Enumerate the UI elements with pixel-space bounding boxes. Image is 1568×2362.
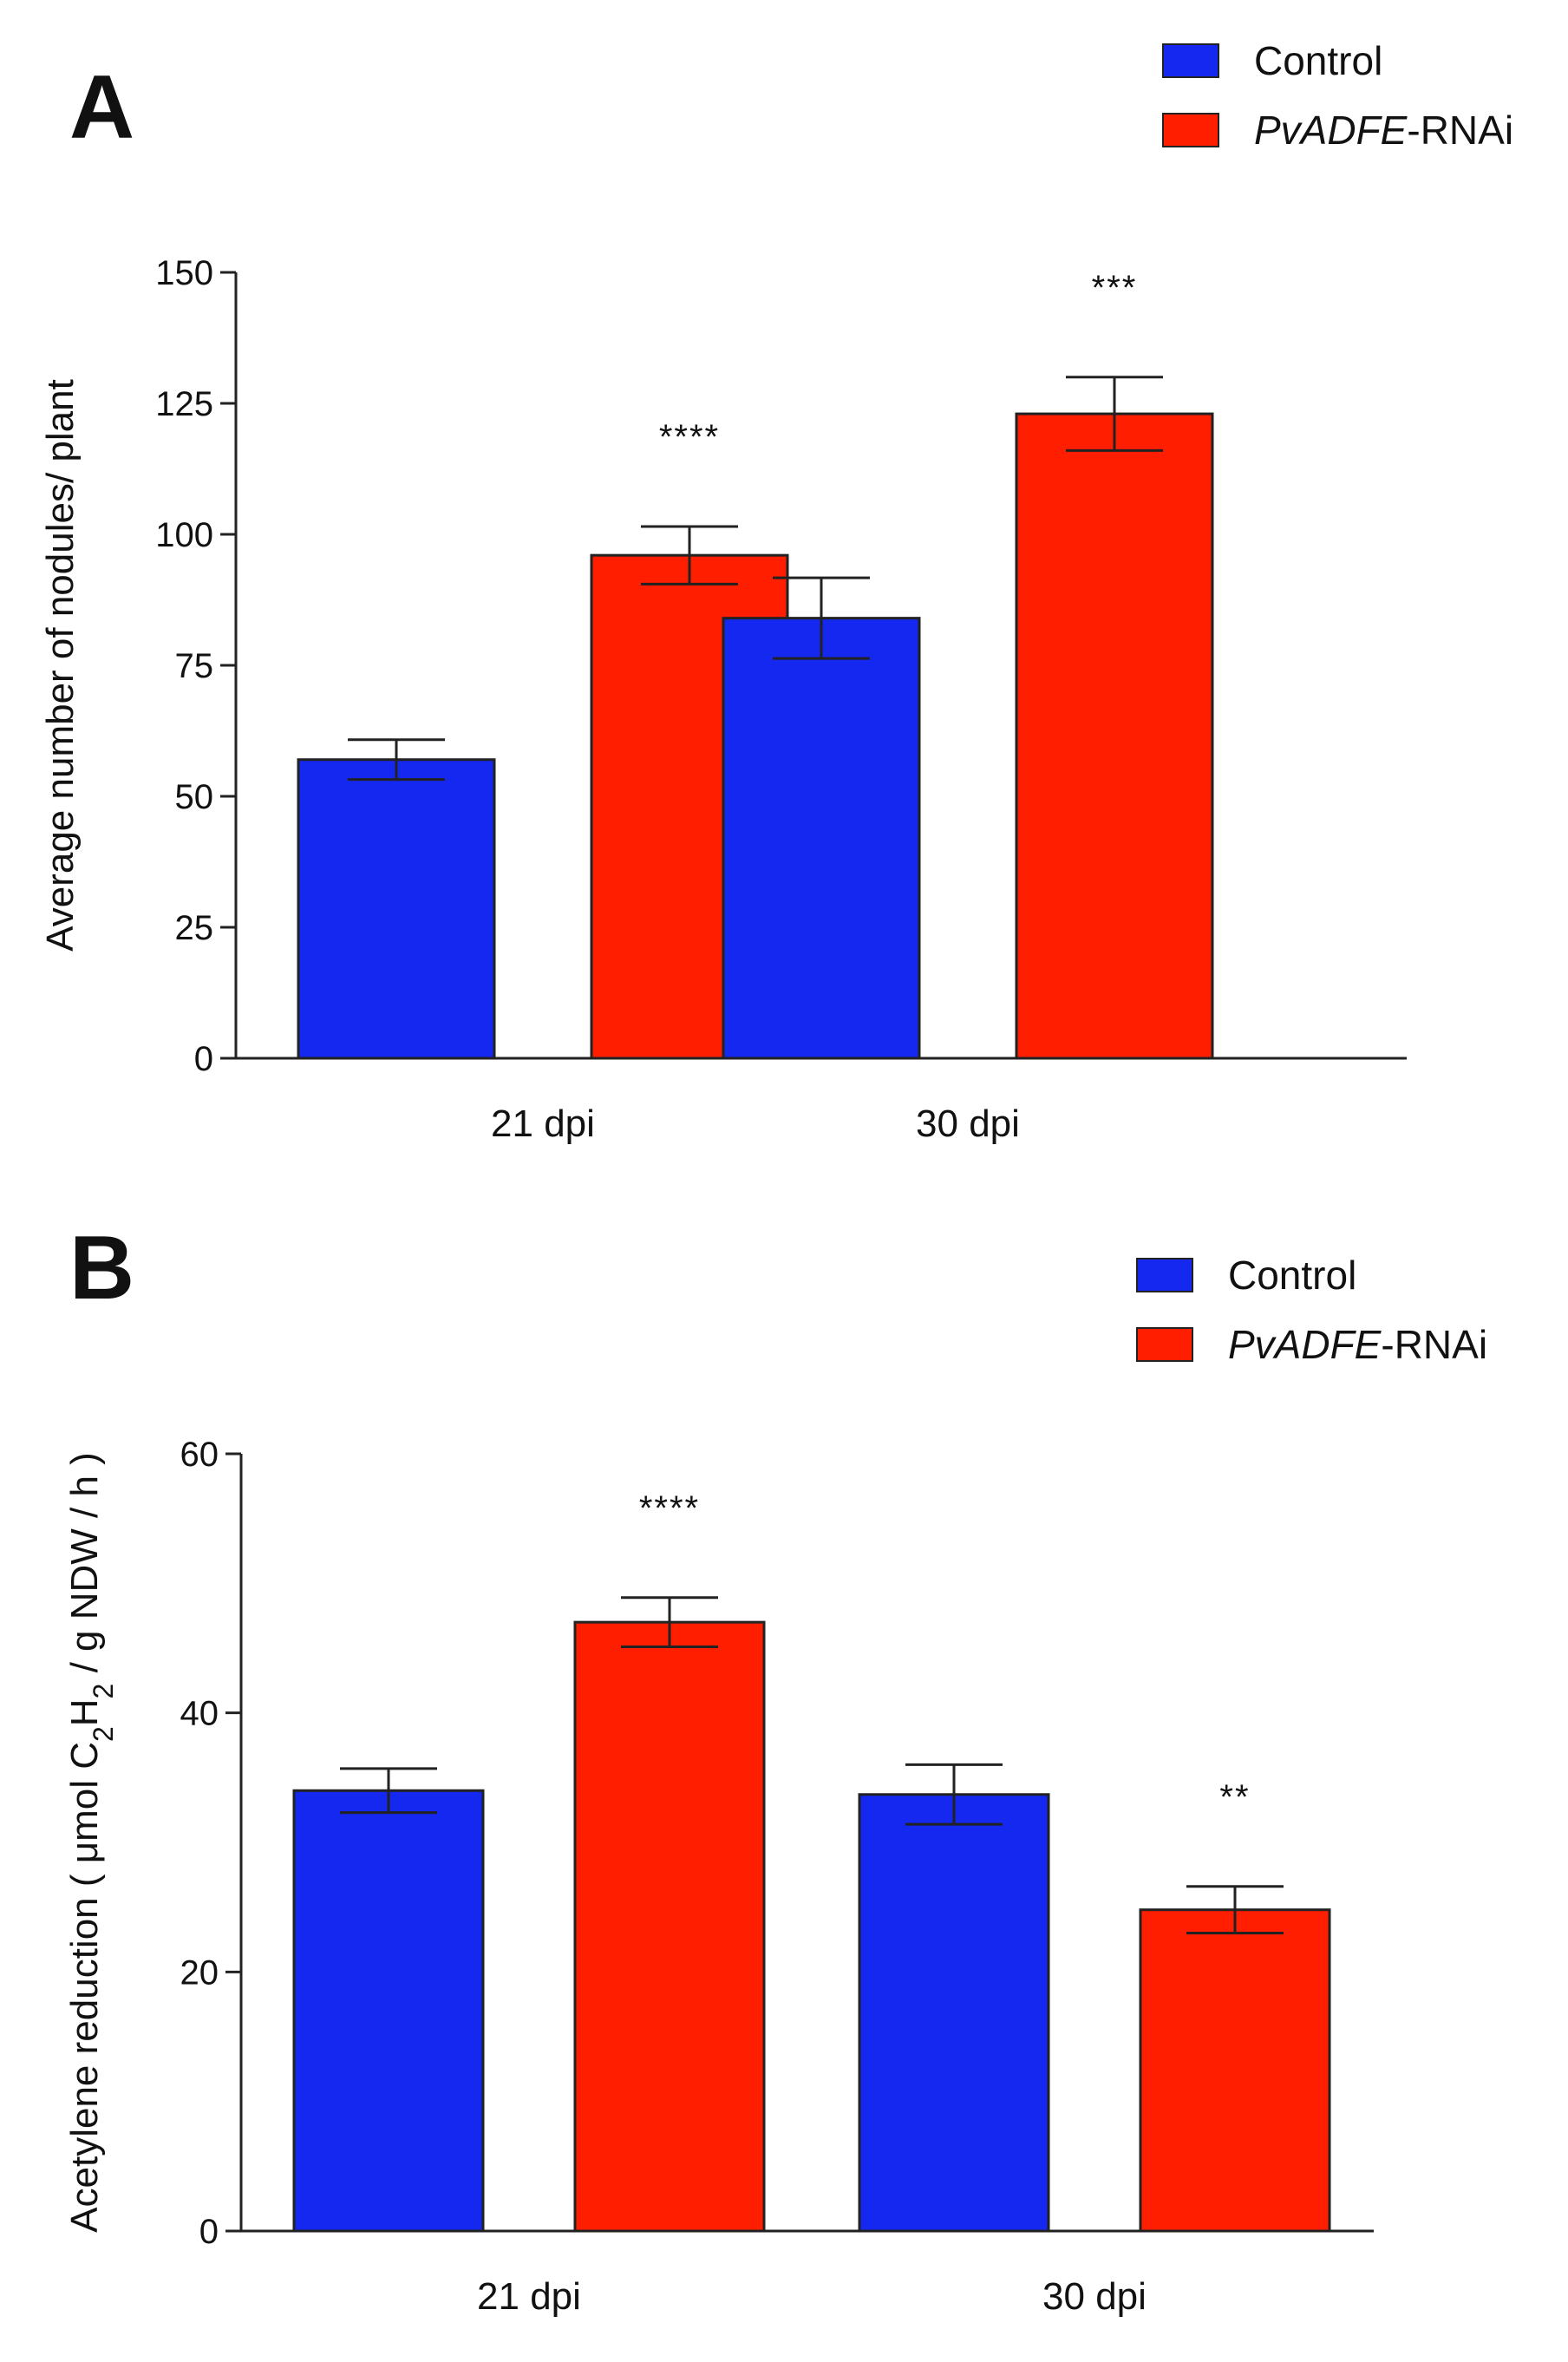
significance-label: ***	[1092, 269, 1138, 307]
legend-label-control: Control	[1254, 38, 1383, 83]
category-label: 30 dpi	[1042, 2275, 1147, 2318]
y-tick-label: 125	[155, 385, 213, 423]
y-tick-label: 50	[175, 778, 214, 816]
bar-rnai	[1015, 412, 1214, 1060]
y-axis-title-part: H	[63, 1698, 106, 1726]
y-tick-label: 150	[155, 254, 213, 292]
chart-b: 0 20 40 60 **** 21 dpi ** 30 dpi Acetylene reduc…	[63, 1436, 1374, 2318]
y-tick-label: 25	[175, 909, 214, 947]
significance-label: ****	[659, 418, 720, 456]
panel-b: B Control PvADFE-RNAi 0 20 40 60 **** 21 dpi *…	[0, 1180, 1568, 2362]
y-tick-label: 0	[194, 1040, 213, 1078]
bar-rnai	[573, 1620, 766, 2233]
category-label: 21 dpi	[477, 2275, 581, 2318]
y-tick-label: 100	[155, 516, 213, 554]
bar-control	[292, 1789, 485, 2233]
legend-b: Control PvADFE-RNAi	[1136, 1240, 1487, 1379]
legend-item-rnai: PvADFE-RNAi	[1162, 95, 1513, 165]
legend-swatch-rnai	[1162, 113, 1219, 147]
significance-label: **	[1219, 1778, 1250, 1816]
category-label: 21 dpi	[491, 1102, 595, 1145]
y-tick-label: 0	[199, 2213, 219, 2251]
legend-a: Control PvADFE-RNAi	[1162, 26, 1513, 165]
y-tick-label: 40	[180, 1695, 219, 1733]
legend-item-control: Control	[1162, 26, 1513, 95]
legend-label-rnai: PvADFE-RNAi	[1254, 108, 1514, 153]
y-axis-title-part: / g NDW / h )	[63, 1452, 106, 1683]
y-axis-title: Acetylene reduction ( μmol C2H2 / g NDW …	[63, 1452, 119, 2233]
legend-label-rnai: PvADFE-RNAi	[1228, 1322, 1488, 1367]
significance-label: ****	[639, 1489, 700, 1528]
y-axis-title-part: Acetylene reduction ( μmol C	[63, 1742, 106, 2233]
legend-item-control: Control	[1136, 1240, 1487, 1310]
y-axis-title-part: 2	[88, 1726, 119, 1742]
y-axis-title: Average number of nodules/ plant	[39, 379, 82, 952]
bar-rnai	[1139, 1908, 1331, 2233]
y-tick-label: 60	[180, 1436, 219, 1474]
y-tick-label: 20	[180, 1953, 219, 1992]
bar-control	[722, 617, 921, 1060]
category-label: 30 dpi	[916, 1102, 1020, 1145]
legend-item-rnai: PvADFE-RNAi	[1136, 1310, 1487, 1379]
bar-control	[858, 1793, 1050, 2233]
legend-swatch-control	[1136, 1258, 1193, 1292]
legend-label-control: Control	[1228, 1253, 1357, 1298]
panel-letter-b: B	[69, 1218, 135, 1318]
panel-a: A Control PvADFE-RNAi 0 25 50 75 100 125 150 **…	[0, 0, 1568, 1180]
y-tick-label: 75	[175, 647, 214, 685]
chart-a: 0 25 50 75 100 125 150 **** 21 dpi *** 30 dpi Avera…	[39, 254, 1407, 1145]
y-axis-title-part: 2	[88, 1684, 119, 1699]
legend-swatch-control	[1162, 43, 1219, 78]
legend-swatch-rnai	[1136, 1327, 1193, 1362]
bar-control	[297, 758, 496, 1060]
panel-letter-a: A	[69, 57, 135, 158]
